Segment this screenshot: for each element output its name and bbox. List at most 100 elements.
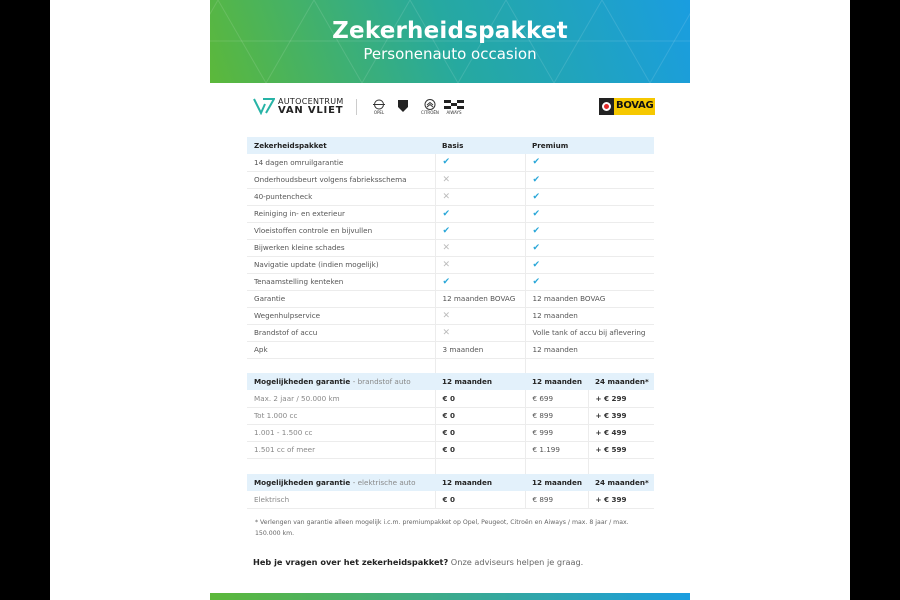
table-cell: Volle tank of accu bij aflevering <box>524 324 654 342</box>
contact-question: Heb je vragen over het zekerheidspakket?… <box>253 557 584 567</box>
table-cell: 12 maanden <box>525 373 588 390</box>
cross-icon: ✕ <box>442 327 451 338</box>
table-cell: ✕ <box>434 188 525 206</box>
table-cell: ✔ <box>434 154 525 172</box>
table-row: Elektrisch € 0 € 899 + € 399 <box>247 491 654 509</box>
table-cell: + € 599 <box>587 441 654 459</box>
opel-icon <box>373 99 385 110</box>
table-cell: ✕ <box>434 239 525 257</box>
table-row: Tot 1.000 cc € 0 € 899 + € 399 <box>247 407 654 425</box>
table-cell: 12 maanden BOVAG <box>434 290 525 308</box>
table-cell: ✔ <box>524 239 654 257</box>
table-cell: ✔ <box>434 222 525 240</box>
cross-icon: ✕ <box>442 191 451 202</box>
table-cell: Elektrisch <box>247 491 435 509</box>
spacer-row <box>247 358 654 374</box>
dealer-name-line2: VAN VLIET <box>278 105 344 116</box>
aiways-icon <box>444 100 464 109</box>
table-cell: Onderhoudsbeurt volgens fabrieksschema <box>247 171 435 189</box>
table-row: 14 dagen omruilgarantie ✔ ✔ <box>247 154 654 172</box>
table-cell: € 0 <box>434 441 525 459</box>
dealer-logo: AUTOCENTRUM VAN VLIET <box>253 97 344 116</box>
fuel-warranty-table: Mogelijkheden garantie - brandstof auto 1… <box>247 373 654 474</box>
table-cell: Mogelijkheden garantie - brandstof auto <box>247 373 435 390</box>
table-row: Apk 3 maanden 12 maanden <box>247 341 654 359</box>
cross-icon: ✕ <box>442 310 451 321</box>
table-row: Reiniging in- en exterieur ✔ ✔ <box>247 205 654 223</box>
header-banner: Zekerheidspakket Personenauto occasion <box>210 0 690 83</box>
table-cell: ✕ <box>434 171 525 189</box>
bovag-logo: BOVAG <box>599 98 656 115</box>
table-cell: 24 maanden* <box>588 474 654 491</box>
aiways-logo: AIWAYS <box>444 99 464 115</box>
table-cell: 40-puntencheck <box>247 188 435 206</box>
package-table: Zekerheidspakket Basis Premium 14 dagen omr… <box>247 137 654 374</box>
check-icon: ✔ <box>442 225 451 236</box>
table-cell: ✔ <box>524 222 654 240</box>
table-cell: ✔ <box>524 171 654 189</box>
table-row: Navigatie update (indien mogelijk) ✕ ✔ <box>247 256 654 274</box>
table-row: Onderhoudsbeurt volgens fabrieksschema ✕ ✔ <box>247 171 654 189</box>
table-cell: Apk <box>247 341 435 359</box>
check-icon: ✔ <box>532 208 541 219</box>
document: Zekerheidspakket Personenauto occasion A… <box>210 0 690 600</box>
table-cell: 12 maanden <box>525 474 588 491</box>
table-cell: 12 maanden <box>524 307 654 325</box>
footnote: * Verlengen van garantie alleen mogelijk… <box>255 519 629 537</box>
table-cell: Max. 2 jaar / 50.000 km <box>247 390 435 408</box>
electric-warranty-table: Mogelijkheden garantie - elektrische aut… <box>247 474 654 509</box>
page-title: Zekerheidspakket <box>332 18 568 44</box>
table-cell: Basis <box>435 137 525 154</box>
table-cell: ✔ <box>524 205 654 223</box>
table-cell: ✔ <box>524 188 654 206</box>
table-cell: € 0 <box>434 390 525 408</box>
table-cell: Zekerheidspakket <box>247 137 435 154</box>
check-icon: ✔ <box>532 259 541 270</box>
table-cell: Mogelijkheden garantie - elektrische aut… <box>247 474 435 491</box>
peugeot-logo <box>397 99 409 115</box>
table-cell: Garantie <box>247 290 435 308</box>
check-icon: ✔ <box>532 191 541 202</box>
divider <box>356 99 357 115</box>
table-cell: Premium <box>525 137 654 154</box>
table-cell: ✔ <box>434 273 525 291</box>
table-cell: 3 maanden <box>434 341 525 359</box>
cross-icon: ✕ <box>442 242 451 253</box>
table-cell: € 899 <box>524 407 588 425</box>
peugeot-icon <box>398 100 408 112</box>
check-icon: ✔ <box>532 242 541 253</box>
cross-icon: ✕ <box>442 259 451 270</box>
table-cell: ✕ <box>434 256 525 274</box>
table-header-row: Mogelijkheden garantie - elektrische aut… <box>247 474 654 491</box>
table-cell: 1.501 cc of meer <box>247 441 435 459</box>
check-icon: ✔ <box>532 225 541 236</box>
check-icon: ✔ <box>442 157 451 168</box>
table-cell: + € 299 <box>587 390 654 408</box>
table-cell: 12 maanden <box>524 341 654 359</box>
table-cell: 12 maanden <box>435 474 525 491</box>
table-cell: Wegenhulpservice <box>247 307 435 325</box>
table-cell: ✔ <box>434 205 525 223</box>
table-cell: € 699 <box>524 390 588 408</box>
citroen-logo: CITROËN <box>421 99 439 115</box>
table-cell: Navigatie update (indien mogelijk) <box>247 256 435 274</box>
table-cell: € 0 <box>434 424 525 442</box>
page-subtitle: Personenauto occasion <box>363 45 537 63</box>
table-row: Vloeistoffen controle en bijvullen ✔ ✔ <box>247 222 654 240</box>
table-cell: 12 maanden BOVAG <box>524 290 654 308</box>
table-row: Brandstof of accu ✕ Volle tank of accu bij… <box>247 324 654 342</box>
table-cell: + € 399 <box>587 491 654 509</box>
table-cell: Bijwerken kleine schades <box>247 239 435 257</box>
table-cell: + € 399 <box>587 407 654 425</box>
table-cell: ✔ <box>524 273 654 291</box>
check-icon: ✔ <box>442 276 451 287</box>
table-row: 40-puntencheck ✕ ✔ <box>247 188 654 206</box>
triangle-pattern <box>210 0 690 83</box>
table-row: Garantie 12 maanden BOVAG 12 maanden BOVAG <box>247 290 654 308</box>
van-vliet-logo-icon <box>253 98 275 115</box>
bovag-icon <box>599 98 614 115</box>
table-cell: Brandstof of accu <box>247 324 435 342</box>
table-row: Tenaamstelling kenteken ✔ ✔ <box>247 273 654 291</box>
table-cell: € 999 <box>524 424 588 442</box>
check-icon: ✔ <box>532 276 541 287</box>
